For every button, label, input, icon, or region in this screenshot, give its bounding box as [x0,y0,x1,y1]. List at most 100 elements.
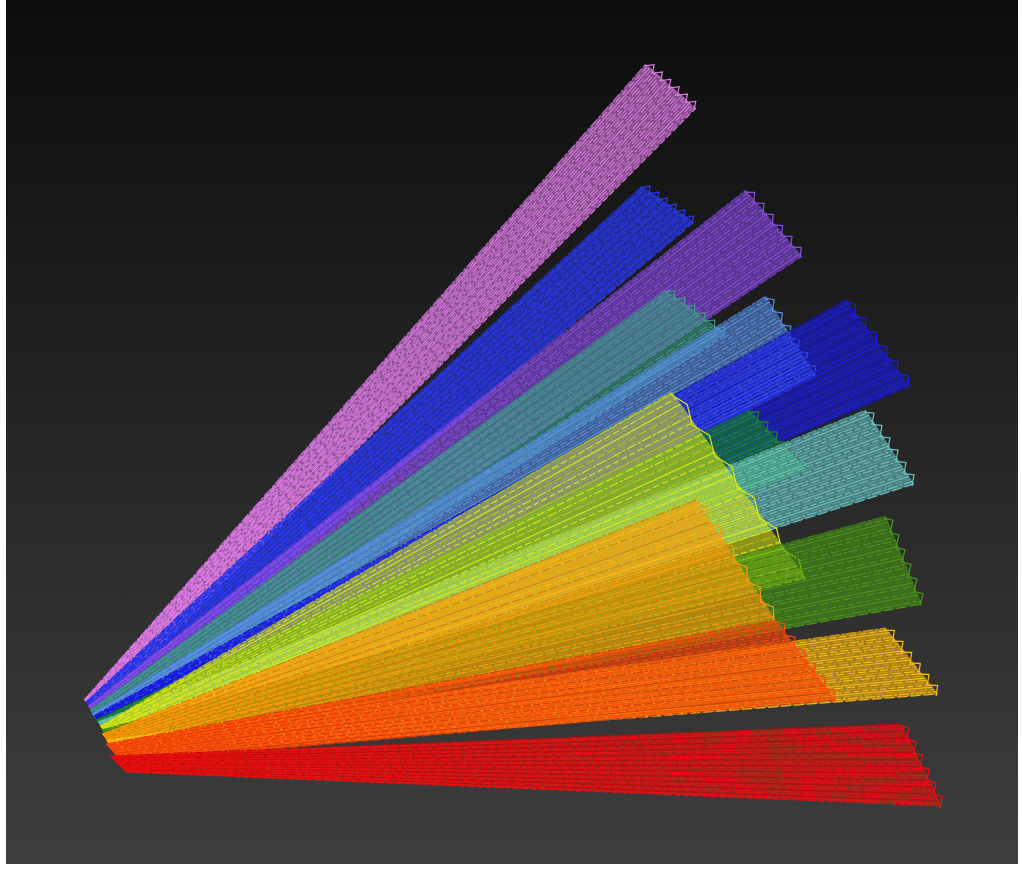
strand-violet [89,84,671,707]
strand-red-orange [118,680,822,759]
strand-red [125,770,940,802]
strand-teal [91,296,676,714]
strand-red-orange [118,682,824,759]
strand-yellow [103,445,712,732]
strand-red [115,751,916,763]
strand-red [123,768,936,793]
strand-red-orange [119,684,826,760]
strand-teal [93,300,681,715]
bundle-tip-amber [883,629,939,697]
bundle-tip-violet [643,63,697,111]
strand-red [110,728,905,758]
strand-sky-blue [93,307,774,718]
strand-red [112,735,908,759]
strand-sky-blue [92,301,770,716]
strand-violet [87,77,663,705]
strand-red-orange [108,633,787,748]
strand-teal [94,305,688,717]
strand-teal [92,298,679,715]
strand-blue [90,199,663,710]
strand-blue [86,186,645,704]
strand-red-orange [107,626,782,747]
strand-blue [91,200,664,710]
3d-viewport [6,0,1018,864]
strand-orange [104,524,714,739]
strand-violet [90,90,677,708]
strand-red-orange [108,631,786,748]
strand-yellow [101,409,686,729]
strand-red [124,769,938,798]
bundle-body-violet [84,64,696,712]
strand-blue [91,201,666,711]
strand-teal [94,303,686,717]
bundle-tip-red-orange [773,621,836,703]
strand-yellow [102,427,699,730]
strand-red [116,758,920,764]
strand-blue [95,211,681,716]
strand-teal [90,291,669,712]
strand-red-orange [120,694,833,762]
strand-red [112,737,909,760]
strand-red [115,753,917,763]
strand-orange [103,517,709,738]
strand-teal [91,294,674,713]
strand-orange [112,586,755,748]
strand-violet [84,67,651,702]
strand-red [114,746,914,762]
strand-red [111,730,906,758]
strand-blue [94,209,677,715]
strand-orange [102,503,699,736]
strand-yellow [100,397,677,728]
strand-violet [90,88,675,708]
bundle-tip-purple [743,191,802,259]
bundle-body-yellow [100,392,806,744]
strand-violet [86,74,659,704]
strand-orange [103,513,706,737]
strand-red-orange [116,670,815,757]
strand-violet [94,104,693,712]
strand-blue [89,194,655,707]
strand-yellow [104,457,720,733]
strand-red-orange [110,641,793,750]
strand-red-orange [120,692,831,761]
strand-red [114,744,913,761]
strand-yellow [105,463,725,734]
strand-purple [90,204,759,711]
strand-orange [107,546,728,742]
strand-violet [92,97,685,710]
strand-red [119,764,925,772]
strand-red [125,771,943,807]
strand-purple [91,206,761,712]
strand-violet [91,91,679,709]
strand-red [125,770,941,805]
strand-red-orange [112,653,802,753]
strand-orange [105,532,718,740]
strand-blue [86,188,646,704]
bundle-red-orange [105,619,837,763]
strand-red-orange [106,624,780,746]
strand-red [123,769,937,795]
strand-purple [89,199,755,710]
strand-red [120,765,929,779]
strand-red [122,768,935,791]
strand-red-orange [105,619,777,745]
strand-sky-blue [92,298,769,716]
strand-orange [101,499,697,735]
strand-lime-green [103,527,892,734]
strand-orange [111,583,752,748]
strand-orange [106,535,721,741]
strand-violet [86,75,661,704]
bundle-tip-lime-green [883,517,924,607]
strand-violet [85,70,655,703]
strand-blue [90,197,661,709]
strand-violet [88,83,669,706]
strand-yellow [102,421,694,730]
strand-purple [90,201,757,710]
strand-orange [111,579,750,747]
strand-purple [87,189,747,707]
strand-sky-blue [91,295,767,715]
strand-orange [108,553,733,743]
strand-orange [109,561,738,744]
strand-blue [88,191,652,706]
